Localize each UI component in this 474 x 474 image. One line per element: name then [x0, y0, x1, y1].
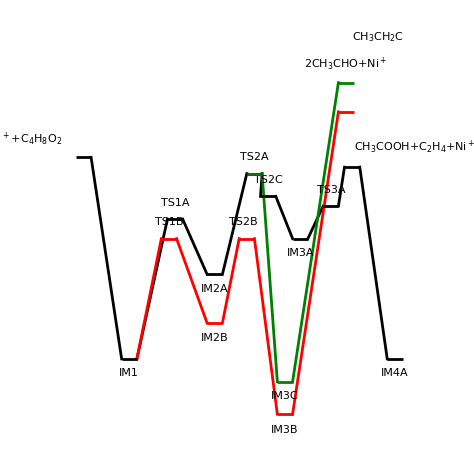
Text: CH$_3$CH$_2$C: CH$_3$CH$_2$C — [352, 30, 404, 44]
Text: IM2B: IM2B — [201, 333, 228, 343]
Text: IM3A: IM3A — [286, 248, 314, 258]
Text: 2CH$_3$CHO+Ni$^+$: 2CH$_3$CHO+Ni$^+$ — [304, 56, 388, 73]
Text: TS2C: TS2C — [254, 175, 283, 185]
Text: IM2A: IM2A — [201, 284, 228, 294]
Text: TS3A: TS3A — [317, 185, 345, 195]
Text: IM3B: IM3B — [271, 425, 299, 435]
Text: TS2B: TS2B — [229, 217, 258, 227]
Text: TS1A: TS1A — [161, 198, 189, 208]
Text: IM1: IM1 — [119, 368, 139, 378]
Text: CH$_3$COOH+C$_2$H$_4$+Ni$^+$: CH$_3$COOH+C$_2$H$_4$+Ni$^+$ — [354, 139, 474, 156]
Text: IM4A: IM4A — [381, 368, 409, 378]
Text: TS1B: TS1B — [155, 217, 183, 227]
Text: IM3C: IM3C — [271, 391, 299, 401]
Text: $^+$+C$_4$H$_8$O$_2$: $^+$+C$_4$H$_8$O$_2$ — [1, 130, 62, 147]
Text: TS2A: TS2A — [240, 152, 269, 162]
